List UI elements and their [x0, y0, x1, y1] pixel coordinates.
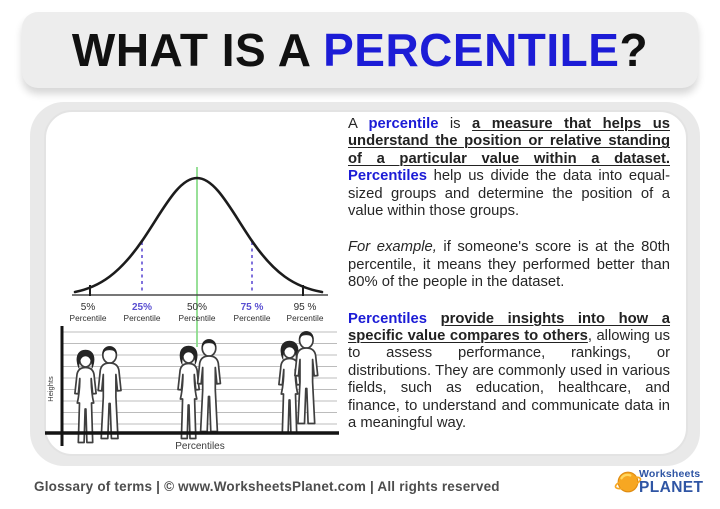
planet-icon — [614, 471, 642, 493]
label-95pct-word: Percentile — [287, 313, 324, 323]
man-figure-medium — [196, 338, 222, 433]
text-segment: provide insights into how a specific val… — [348, 310, 670, 345]
paragraph-definition: A percentile is a measure that helps us … — [348, 116, 670, 220]
y-axis-label: Heights — [46, 376, 55, 402]
heights-chart: Heights Percentiles — [45, 325, 339, 452]
page-title: WHAT IS A PERCENTILE? — [22, 12, 698, 88]
text-segment: A — [348, 116, 369, 132]
x-axis-label: Percentiles — [175, 441, 224, 452]
paragraph-example: For example, if someone's score is at th… — [348, 239, 670, 291]
text-segment: Percentiles — [348, 310, 427, 327]
label-25pct-word: Percentile — [124, 313, 161, 323]
text-segment: ? — [619, 24, 649, 76]
text-segment: PERCENTILE — [323, 24, 620, 76]
text-segment: help us divide the data into equal-sized… — [348, 168, 670, 220]
paragraph-usage: Percentiles provide insights into how a … — [348, 311, 670, 433]
woman-figure-medium — [177, 345, 201, 440]
people-group-tall — [278, 330, 319, 435]
text-segment: Percentiles — [348, 168, 427, 185]
bell-curve-chart: 5% Percentile 25% Percentile 50% Percent… — [70, 167, 328, 325]
text-segment — [427, 311, 441, 327]
content-card — [44, 110, 688, 456]
text-segment: a measure that helps us understand the p… — [348, 116, 670, 167]
label-50pct: 50% — [187, 302, 207, 313]
text-segment: percentile — [368, 116, 439, 132]
text-segment: , allowing us to assess performance, ran… — [348, 328, 670, 432]
label-75pct: 75 % — [241, 302, 264, 313]
text-segment: if someone's score is at the 80th percen… — [348, 239, 670, 291]
label-5pct: 5% — [81, 302, 96, 313]
worksheets-planet-logo: Worksheets PLANET — [614, 468, 703, 496]
people-group-short — [74, 345, 122, 444]
logo-planet: PLANET — [639, 479, 704, 496]
normal-distribution-curve — [73, 176, 324, 294]
text-segment: is — [438, 116, 473, 132]
label-75pct-word: Percentile — [234, 313, 271, 323]
curve-percentile-labels: 5% Percentile 25% Percentile 50% Percent… — [70, 302, 324, 323]
text-segment: For example, — [348, 239, 437, 256]
definition-article: A percentile is a measure that helps us … — [348, 116, 670, 448]
label-95pct: 95 % — [294, 302, 317, 313]
man-figure-short — [97, 345, 122, 440]
woman-figure-short — [74, 349, 97, 444]
label-25pct: 25% — [132, 302, 152, 313]
label-50pct-word: Percentile — [179, 313, 216, 323]
logo-worksheets: Worksheets — [639, 467, 701, 480]
label-5pct-word: Percentile — [70, 313, 107, 323]
logo-text: Worksheets PLANET — [639, 467, 704, 496]
text-segment: WHAT IS A — [71, 24, 324, 76]
footer-copyright: Glossary of terms | © www.WorksheetsPlan… — [34, 479, 500, 494]
percentile-diagram: 5% Percentile 25% Percentile 50% Percent… — [45, 115, 340, 460]
